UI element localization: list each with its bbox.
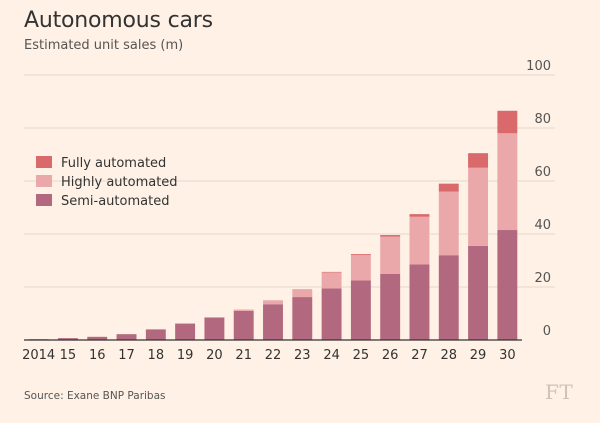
x-tick-label: 15 [60,348,77,363]
x-tick-label: 28 [440,348,457,363]
y-tick-label: 60 [534,165,551,180]
bar-segment [380,273,401,340]
x-tick-label: 18 [148,348,165,363]
x-tick-label: 19 [177,348,194,363]
chart-title: Autonomous cars [24,8,213,33]
legend-swatch [36,194,52,206]
x-tick-label: 17 [118,348,135,363]
legend-label: Semi-automated [61,194,169,209]
bar-segment [292,289,313,298]
x-tick-label: 21 [235,348,252,363]
x-tick-label: 20 [206,348,223,363]
bar-segment [409,216,430,265]
legend-label: Highly automated [61,175,178,190]
bar-segment [438,183,459,192]
gridlines [24,74,555,288]
x-tick-label: 26 [382,348,399,363]
bar-segment [87,336,108,340]
y-tick-label: 20 [534,271,551,286]
bar-segment [321,271,342,273]
bar-segment [350,280,371,340]
bar-segment [380,236,401,274]
bar-segment [263,300,283,305]
bar-segment [350,255,371,281]
x-tick-label: 23 [294,348,311,363]
bar-segment [292,297,313,340]
legend-label: Fully automated [61,156,166,171]
x-tick-label: 27 [411,348,428,363]
x-tick-label: 29 [470,348,487,363]
bar-segment [438,191,459,256]
bar-segment [468,245,489,340]
bar-segment [468,153,489,168]
source-note: Source: Exane BNP Paribas [24,390,166,402]
bar-segment [233,310,254,340]
bar-segment [204,317,225,340]
x-tick-label: 30 [499,348,516,363]
bar-segment [263,304,283,340]
y-tick-label: 40 [534,218,551,233]
bar-segment [409,214,430,217]
y-tick-label: 100 [526,59,551,74]
bar-segment [145,329,166,340]
bar-segment [380,235,401,237]
y-axis-ticks: 0 20 40 60 80 100 [526,59,551,339]
bar-segment [350,254,371,256]
legend-swatch [36,175,52,187]
bar-segment [321,288,342,340]
x-axis-ticks: 2014 15 16 17 18 19 20 21 22 23 24 25 26 27 28 29 30 [22,348,516,363]
y-tick-label: 0 [543,324,551,339]
x-tick-label: 16 [89,348,106,363]
bar-segment [57,338,78,340]
x-tick-label: 25 [353,348,370,363]
bar-segment [409,264,430,340]
chart-subtitle: Estimated unit sales (m) [24,38,184,53]
bar-segment [438,255,459,340]
bar-segment [175,323,196,340]
bar-segment [116,334,137,340]
legend: Fully automated Highly automated Semi-auto… [36,156,178,209]
bars [28,110,518,340]
bar-segment [468,167,489,246]
x-tick-label: 22 [265,348,282,363]
legend-swatch [36,156,52,168]
bar-segment [233,309,254,311]
ft-logo: FT [545,380,574,404]
x-tick-label: 2014 [22,348,55,363]
x-tick-label: 24 [323,348,340,363]
bar-segment [321,272,342,289]
bar-segment [497,133,518,231]
bar-segment [497,230,518,340]
y-tick-label: 80 [534,112,551,127]
bar-segment [497,110,518,134]
